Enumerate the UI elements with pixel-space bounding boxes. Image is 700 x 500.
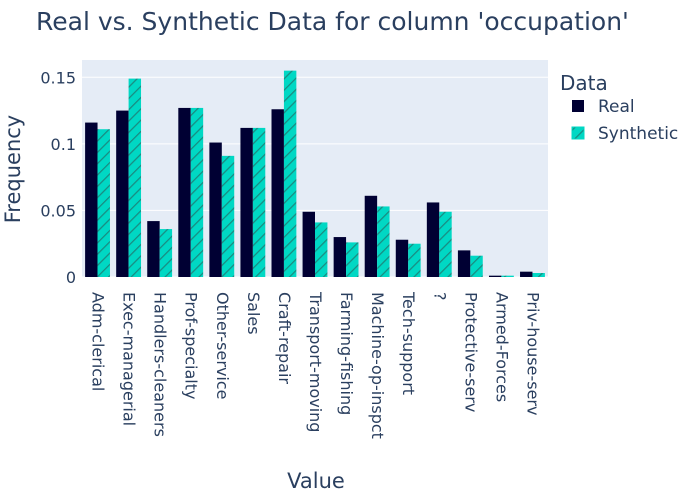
x-tick-label: Farming-fishing bbox=[337, 292, 356, 415]
y-axis-title: Frequency bbox=[1, 115, 25, 224]
chart-title: Real vs. Synthetic Data for column 'occu… bbox=[36, 7, 629, 36]
bar-synthetic-tech-support[interactable] bbox=[408, 243, 421, 277]
y-tick-label: 0.1 bbox=[51, 135, 76, 154]
x-tick-label: Protective-serv bbox=[461, 292, 480, 412]
x-tick-label: Prof-specialty bbox=[182, 292, 201, 399]
legend[interactable]: Data Real Synthetic bbox=[560, 71, 678, 144]
x-axis-title: Value bbox=[287, 469, 345, 493]
bar-real-prof-specialty[interactable] bbox=[178, 107, 191, 277]
y-axis-ticks: 0 0.05 0.1 0.15 bbox=[40, 68, 76, 287]
bar-synthetic-craft-repair[interactable] bbox=[283, 70, 297, 278]
legend-swatch-synthetic[interactable] bbox=[571, 126, 585, 140]
bars bbox=[85, 70, 545, 278]
x-tick-label: Craft-repair bbox=[275, 292, 294, 384]
x-tick-label: Handlers-cleaners bbox=[151, 292, 170, 437]
legend-swatch-real[interactable] bbox=[572, 100, 584, 112]
x-tick-label: Adm-clerical bbox=[89, 292, 108, 391]
bar-real-[interactable] bbox=[426, 202, 440, 277]
x-tick-label: Priv-house-serv bbox=[523, 292, 542, 415]
bar-synthetic-farming-fishing[interactable] bbox=[346, 242, 359, 277]
bar-synthetic-handlers-cleaners[interactable] bbox=[159, 229, 173, 277]
bar-real-handlers-cleaners[interactable] bbox=[147, 221, 160, 277]
x-tick-label: Transport-moving bbox=[306, 291, 325, 432]
x-axis-ticks: Adm-clerical Exec-managerial Handlers-clea… bbox=[89, 291, 543, 439]
bar-synthetic-adm-clerical[interactable] bbox=[97, 129, 110, 277]
bar-real-farming-fishing[interactable] bbox=[333, 237, 347, 277]
bar-real-sales[interactable] bbox=[240, 127, 253, 277]
legend-label-real[interactable]: Real bbox=[598, 97, 635, 117]
legend-label-synthetic[interactable]: Synthetic bbox=[598, 124, 678, 144]
bar-synthetic-transport-moving[interactable] bbox=[315, 222, 328, 277]
legend-title: Data bbox=[560, 71, 608, 95]
bar-real-machine-op-inspct[interactable] bbox=[364, 195, 378, 277]
y-tick-label: 0.05 bbox=[40, 201, 76, 220]
bar-synthetic-prof-specialty[interactable] bbox=[190, 107, 204, 277]
x-tick-label: Exec-managerial bbox=[120, 292, 139, 426]
bar-real-armed-forces[interactable] bbox=[488, 275, 502, 277]
bar-real-craft-repair[interactable] bbox=[271, 109, 284, 278]
y-tick-label: 0 bbox=[66, 268, 76, 287]
bar-synthetic-protective-serv[interactable] bbox=[470, 255, 483, 277]
y-tick-label: 0.15 bbox=[40, 68, 76, 87]
x-tick-label: Other-service bbox=[213, 292, 232, 400]
bar-real-exec-managerial[interactable] bbox=[116, 110, 129, 277]
x-tick-label: ? bbox=[430, 292, 449, 301]
bar-real-adm-clerical[interactable] bbox=[85, 122, 98, 277]
bar-real-other-service[interactable] bbox=[209, 142, 222, 277]
bar-real-transport-moving[interactable] bbox=[302, 211, 315, 277]
bar-synthetic-exec-managerial[interactable] bbox=[128, 78, 142, 278]
x-tick-label: Sales bbox=[244, 292, 263, 335]
x-tick-label: Armed-Forces bbox=[492, 292, 511, 402]
bar-synthetic-[interactable] bbox=[439, 211, 452, 277]
bar-synthetic-machine-op-inspct[interactable] bbox=[377, 206, 390, 277]
bar-synthetic-sales[interactable] bbox=[252, 127, 266, 277]
bar-real-protective-serv[interactable] bbox=[457, 250, 471, 277]
bar-synthetic-armed-forces[interactable] bbox=[501, 275, 514, 277]
bar-synthetic-other-service[interactable] bbox=[221, 155, 235, 277]
bar-synthetic-priv-house-serv[interactable] bbox=[532, 273, 545, 277]
bar-real-tech-support[interactable] bbox=[395, 239, 409, 277]
x-tick-label: Machine-op-inspct bbox=[368, 292, 387, 439]
x-tick-label: Tech-support bbox=[399, 291, 418, 395]
bar-real-priv-house-serv[interactable] bbox=[520, 271, 533, 277]
